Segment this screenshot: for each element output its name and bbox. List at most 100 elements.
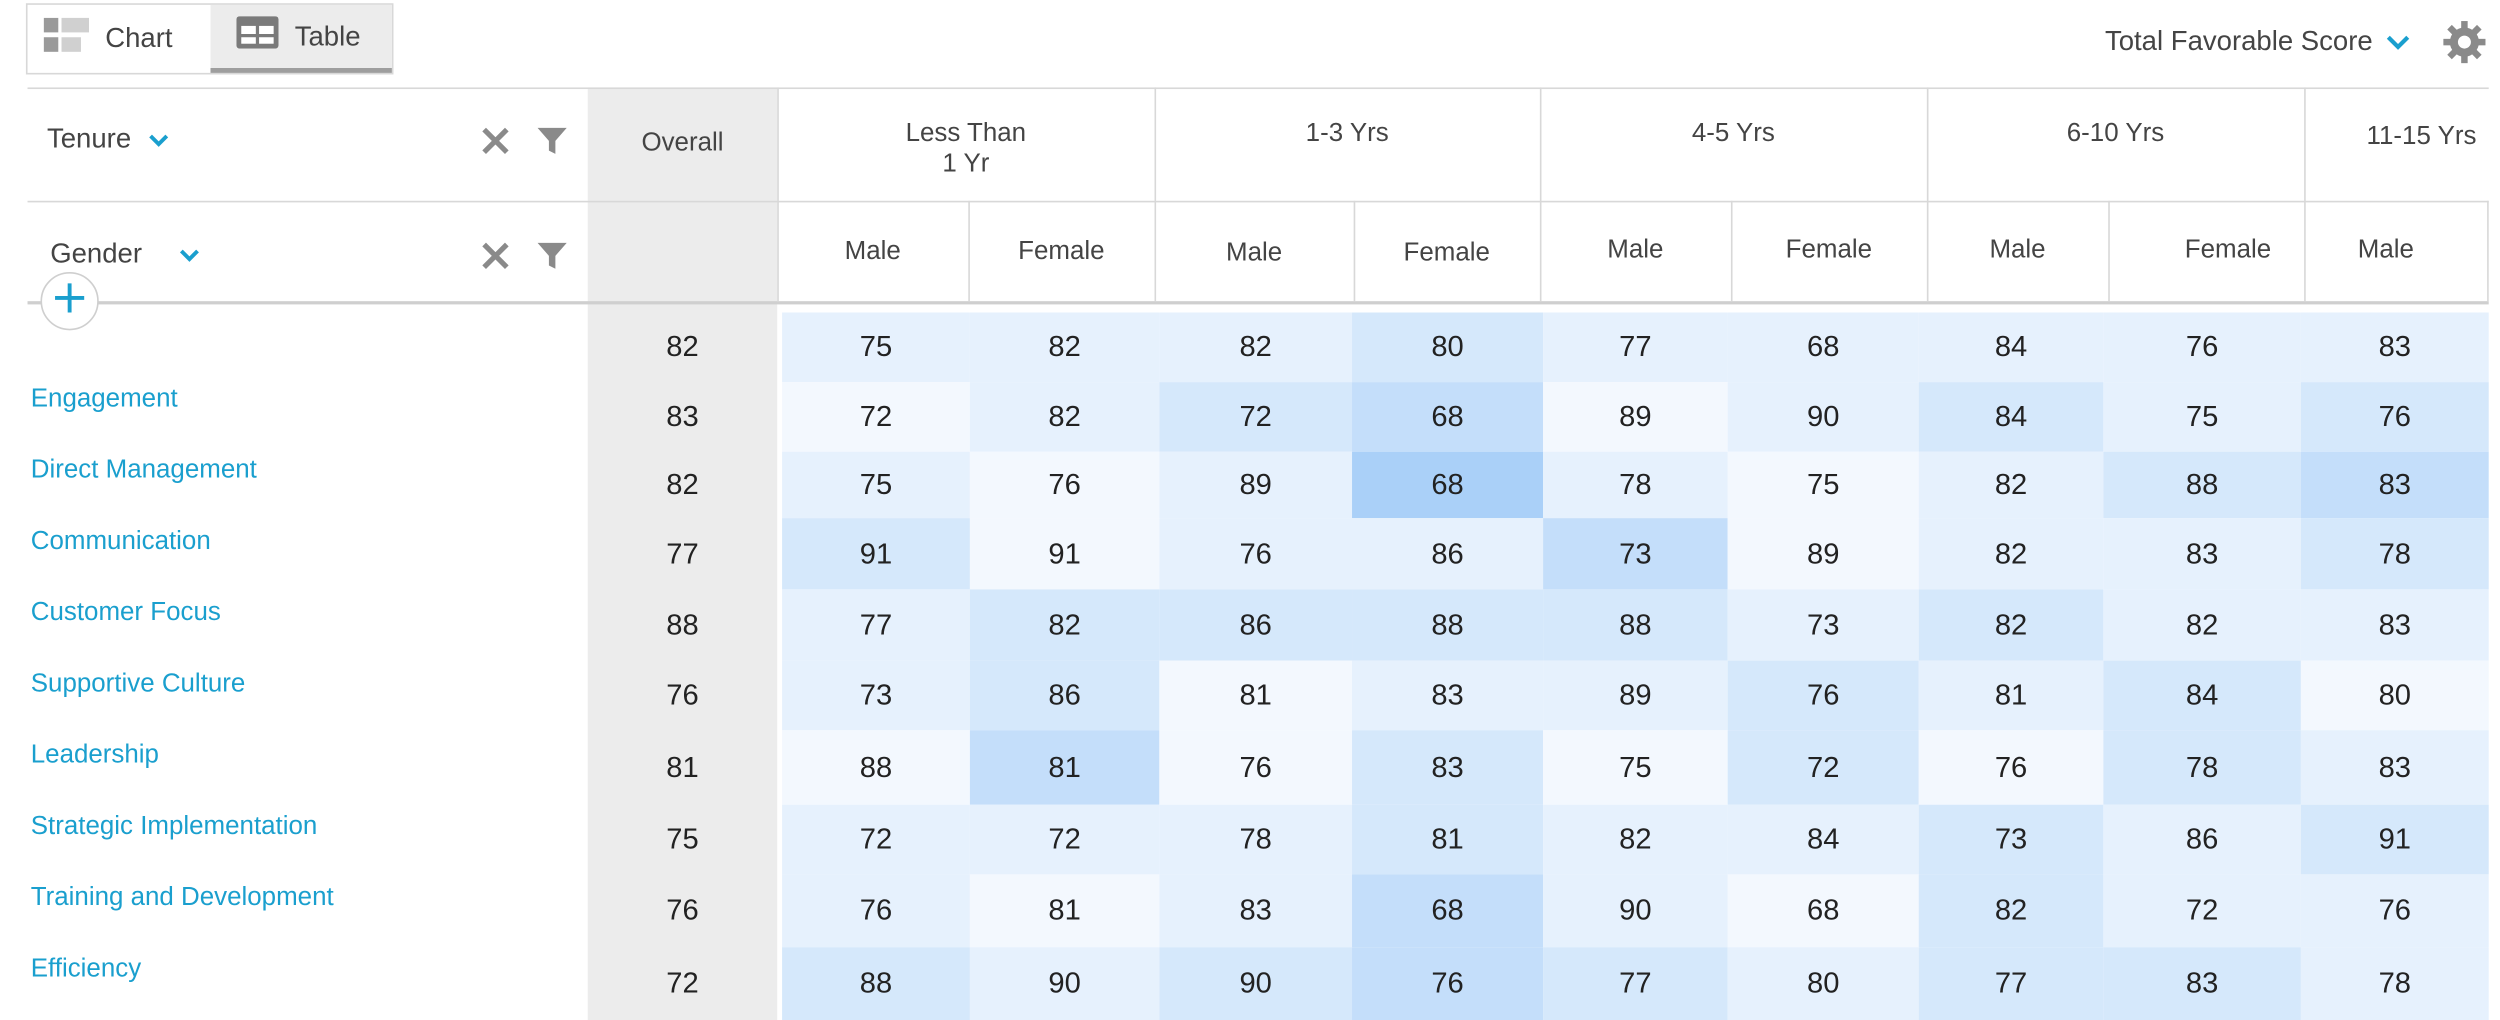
heatmap-cell[interactable]: 77: [1543, 947, 1728, 1020]
heatmap-cell[interactable]: 89: [1543, 382, 1728, 452]
gender-dimension-dropdown[interactable]: Gender: [50, 238, 200, 270]
heatmap-cell[interactable]: 77: [782, 589, 970, 661]
heatmap-cell[interactable]: 86: [1352, 518, 1544, 590]
heatmap-cell[interactable]: 90: [1159, 947, 1353, 1020]
heatmap-cell[interactable]: 84: [1918, 312, 2104, 383]
close-icon[interactable]: [479, 240, 511, 280]
heatmap-cell[interactable]: 78: [2300, 947, 2489, 1020]
heatmap-cell[interactable]: 89: [1159, 451, 1353, 519]
heatmap-cell[interactable]: 83: [2300, 589, 2489, 661]
heatmap-cell[interactable]: 89: [1727, 518, 1919, 590]
heatmap-cell[interactable]: 76: [1352, 947, 1544, 1020]
heatmap-cell[interactable]: 84: [1918, 382, 2104, 452]
heatmap-cell[interactable]: 81: [969, 874, 1160, 948]
heatmap-cell[interactable]: 76: [1159, 730, 1353, 805]
heatmap-cell[interactable]: 86: [1159, 589, 1353, 661]
row-label[interactable]: Strategic Implementation: [30, 812, 318, 841]
heatmap-cell[interactable]: 75: [2103, 382, 2301, 452]
heatmap-cell[interactable]: 86: [2103, 804, 2301, 875]
heatmap-cell[interactable]: 76: [969, 451, 1160, 519]
heatmap-cell[interactable]: 83: [2300, 312, 2489, 383]
heatmap-cell[interactable]: 81: [1918, 660, 2104, 731]
heatmap-cell[interactable]: 90: [1543, 874, 1728, 948]
heatmap-cell[interactable]: 82: [1159, 312, 1353, 383]
row-label[interactable]: Efficiency: [30, 955, 142, 983]
heatmap-cell[interactable]: 73: [1918, 804, 2104, 875]
heatmap-cell[interactable]: 81: [1159, 660, 1353, 731]
heatmap-cell[interactable]: 83: [1352, 730, 1544, 805]
heatmap-cell[interactable]: 78: [2103, 730, 2301, 805]
heatmap-cell[interactable]: 83: [2300, 730, 2489, 805]
row-label[interactable]: Customer Focus: [30, 599, 221, 627]
heatmap-cell[interactable]: 82: [1918, 451, 2104, 519]
row-label[interactable]: Direct Management: [30, 456, 257, 485]
heatmap-cell[interactable]: 76: [2300, 874, 2489, 948]
heatmap-cell[interactable]: 77: [1543, 312, 1728, 383]
heatmap-cell[interactable]: 78: [1543, 451, 1728, 519]
heatmap-cell[interactable]: 83: [2103, 947, 2301, 1020]
heatmap-cell[interactable]: 78: [2300, 518, 2489, 590]
heatmap-cell[interactable]: 83: [2300, 451, 2489, 519]
heatmap-cell[interactable]: 68: [1352, 451, 1544, 519]
heatmap-cell[interactable]: 91: [782, 518, 970, 590]
heatmap-cell[interactable]: 73: [782, 660, 970, 731]
heatmap-cell[interactable]: 76: [1159, 518, 1353, 590]
heatmap-cell[interactable]: 81: [1352, 804, 1544, 875]
heatmap-cell[interactable]: 68: [1727, 874, 1919, 948]
row-label[interactable]: Communication: [30, 527, 211, 556]
table-tab[interactable]: Table: [210, 4, 392, 73]
heatmap-cell[interactable]: 88: [1352, 589, 1544, 661]
heatmap-cell[interactable]: 82: [2103, 589, 2301, 661]
gear-icon[interactable]: [2442, 19, 2487, 72]
heatmap-cell[interactable]: 68: [1352, 382, 1544, 452]
row-label[interactable]: Engagement: [30, 385, 178, 413]
heatmap-cell[interactable]: 88: [782, 730, 970, 805]
heatmap-cell[interactable]: 68: [1352, 874, 1544, 948]
row-label[interactable]: Leadership: [30, 741, 159, 770]
heatmap-cell[interactable]: 88: [1543, 589, 1728, 661]
heatmap-cell[interactable]: 72: [782, 804, 970, 875]
heatmap-cell[interactable]: 77: [1918, 947, 2104, 1020]
heatmap-cell[interactable]: 90: [1727, 382, 1919, 452]
heatmap-cell[interactable]: 78: [1159, 804, 1353, 875]
metric-dropdown[interactable]: Total Favorable Score: [2105, 26, 2412, 58]
heatmap-cell[interactable]: 68: [1727, 312, 1919, 383]
tenure-dimension-dropdown[interactable]: Tenure: [47, 123, 170, 155]
heatmap-cell[interactable]: 80: [1352, 312, 1544, 383]
heatmap-cell[interactable]: 72: [969, 804, 1160, 875]
heatmap-cell[interactable]: 88: [782, 947, 970, 1020]
heatmap-cell[interactable]: 76: [2103, 312, 2301, 383]
heatmap-cell[interactable]: 89: [1543, 660, 1728, 731]
heatmap-cell[interactable]: 83: [2103, 518, 2301, 590]
close-icon[interactable]: [479, 125, 511, 165]
heatmap-cell[interactable]: 75: [782, 451, 970, 519]
heatmap-cell[interactable]: 76: [1918, 730, 2104, 805]
filter-icon[interactable]: [536, 240, 568, 280]
heatmap-cell[interactable]: 80: [2300, 660, 2489, 731]
heatmap-cell[interactable]: 82: [969, 312, 1160, 383]
heatmap-cell[interactable]: 72: [2103, 874, 2301, 948]
heatmap-cell[interactable]: 80: [1727, 947, 1919, 1020]
heatmap-cell[interactable]: 82: [1918, 518, 2104, 590]
heatmap-cell[interactable]: 83: [1159, 874, 1353, 948]
heatmap-cell[interactable]: 90: [969, 947, 1160, 1020]
heatmap-cell[interactable]: 82: [1918, 589, 2104, 661]
heatmap-cell[interactable]: 84: [1727, 804, 1919, 875]
heatmap-cell[interactable]: 88: [2103, 451, 2301, 519]
heatmap-cell[interactable]: 76: [2300, 382, 2489, 452]
heatmap-cell[interactable]: 72: [1159, 382, 1353, 452]
heatmap-cell[interactable]: 91: [969, 518, 1160, 590]
heatmap-cell[interactable]: 82: [969, 382, 1160, 452]
heatmap-cell[interactable]: 75: [1727, 451, 1919, 519]
heatmap-cell[interactable]: 91: [2300, 804, 2489, 875]
row-label[interactable]: Training and Development: [30, 884, 334, 912]
heatmap-cell[interactable]: 76: [782, 874, 970, 948]
heatmap-cell[interactable]: 72: [782, 382, 970, 452]
chart-tab[interactable]: Chart: [28, 5, 211, 73]
heatmap-cell[interactable]: 84: [2103, 660, 2301, 731]
heatmap-cell[interactable]: 82: [1543, 804, 1728, 875]
add-dimension-button[interactable]: [40, 272, 99, 331]
heatmap-cell[interactable]: 75: [1543, 730, 1728, 805]
heatmap-cell[interactable]: 86: [969, 660, 1160, 731]
row-label[interactable]: Supportive Culture: [30, 670, 246, 698]
